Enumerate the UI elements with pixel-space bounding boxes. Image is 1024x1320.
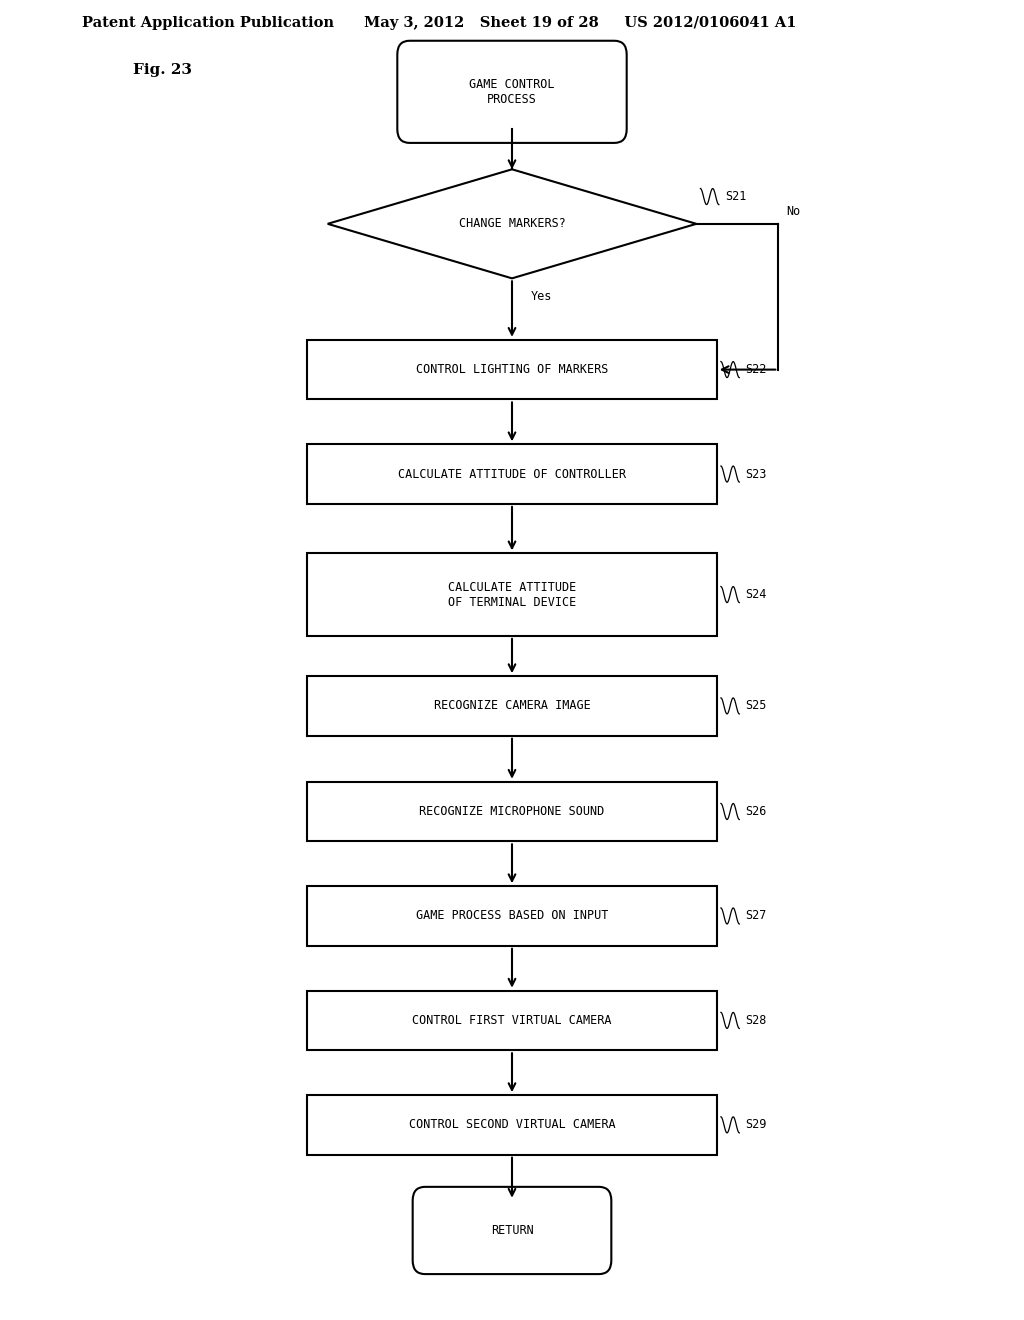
Bar xyxy=(307,676,717,735)
Text: S23: S23 xyxy=(745,467,767,480)
Text: No: No xyxy=(786,205,801,218)
Polygon shape xyxy=(328,169,696,279)
Bar xyxy=(307,339,717,400)
Text: RECOGNIZE MICROPHONE SOUND: RECOGNIZE MICROPHONE SOUND xyxy=(420,805,604,818)
Text: CALCULATE ATTITUDE OF CONTROLLER: CALCULATE ATTITUDE OF CONTROLLER xyxy=(398,467,626,480)
Text: CHANGE MARKERS?: CHANGE MARKERS? xyxy=(459,218,565,230)
Text: CONTROL SECOND VIRTUAL CAMERA: CONTROL SECOND VIRTUAL CAMERA xyxy=(409,1118,615,1131)
Text: S29: S29 xyxy=(745,1118,767,1131)
Text: S21: S21 xyxy=(725,190,746,203)
Text: CALCULATE ATTITUDE
OF TERMINAL DEVICE: CALCULATE ATTITUDE OF TERMINAL DEVICE xyxy=(447,581,577,609)
Text: S27: S27 xyxy=(745,909,767,923)
Text: Patent Application Publication: Patent Application Publication xyxy=(82,16,334,30)
Text: S24: S24 xyxy=(745,589,767,601)
Bar xyxy=(307,553,717,636)
Text: RECOGNIZE CAMERA IMAGE: RECOGNIZE CAMERA IMAGE xyxy=(433,700,591,713)
Bar xyxy=(307,1096,717,1155)
FancyBboxPatch shape xyxy=(397,41,627,143)
Text: May 3, 2012   Sheet 19 of 28     US 2012/0106041 A1: May 3, 2012 Sheet 19 of 28 US 2012/01060… xyxy=(364,16,796,30)
Text: Fig. 23: Fig. 23 xyxy=(133,63,193,78)
Text: S26: S26 xyxy=(745,805,767,818)
Bar xyxy=(307,990,717,1051)
Text: Yes: Yes xyxy=(530,290,552,302)
Text: GAME PROCESS BASED ON INPUT: GAME PROCESS BASED ON INPUT xyxy=(416,909,608,923)
Text: CONTROL FIRST VIRTUAL CAMERA: CONTROL FIRST VIRTUAL CAMERA xyxy=(413,1014,611,1027)
Bar xyxy=(307,781,717,841)
FancyBboxPatch shape xyxy=(413,1187,611,1274)
Text: S28: S28 xyxy=(745,1014,767,1027)
Text: S25: S25 xyxy=(745,700,767,713)
Bar xyxy=(307,886,717,946)
Bar xyxy=(307,445,717,504)
Text: RETURN: RETURN xyxy=(490,1224,534,1237)
Text: CONTROL LIGHTING OF MARKERS: CONTROL LIGHTING OF MARKERS xyxy=(416,363,608,376)
Text: GAME CONTROL
PROCESS: GAME CONTROL PROCESS xyxy=(469,78,555,106)
Text: S22: S22 xyxy=(745,363,767,376)
